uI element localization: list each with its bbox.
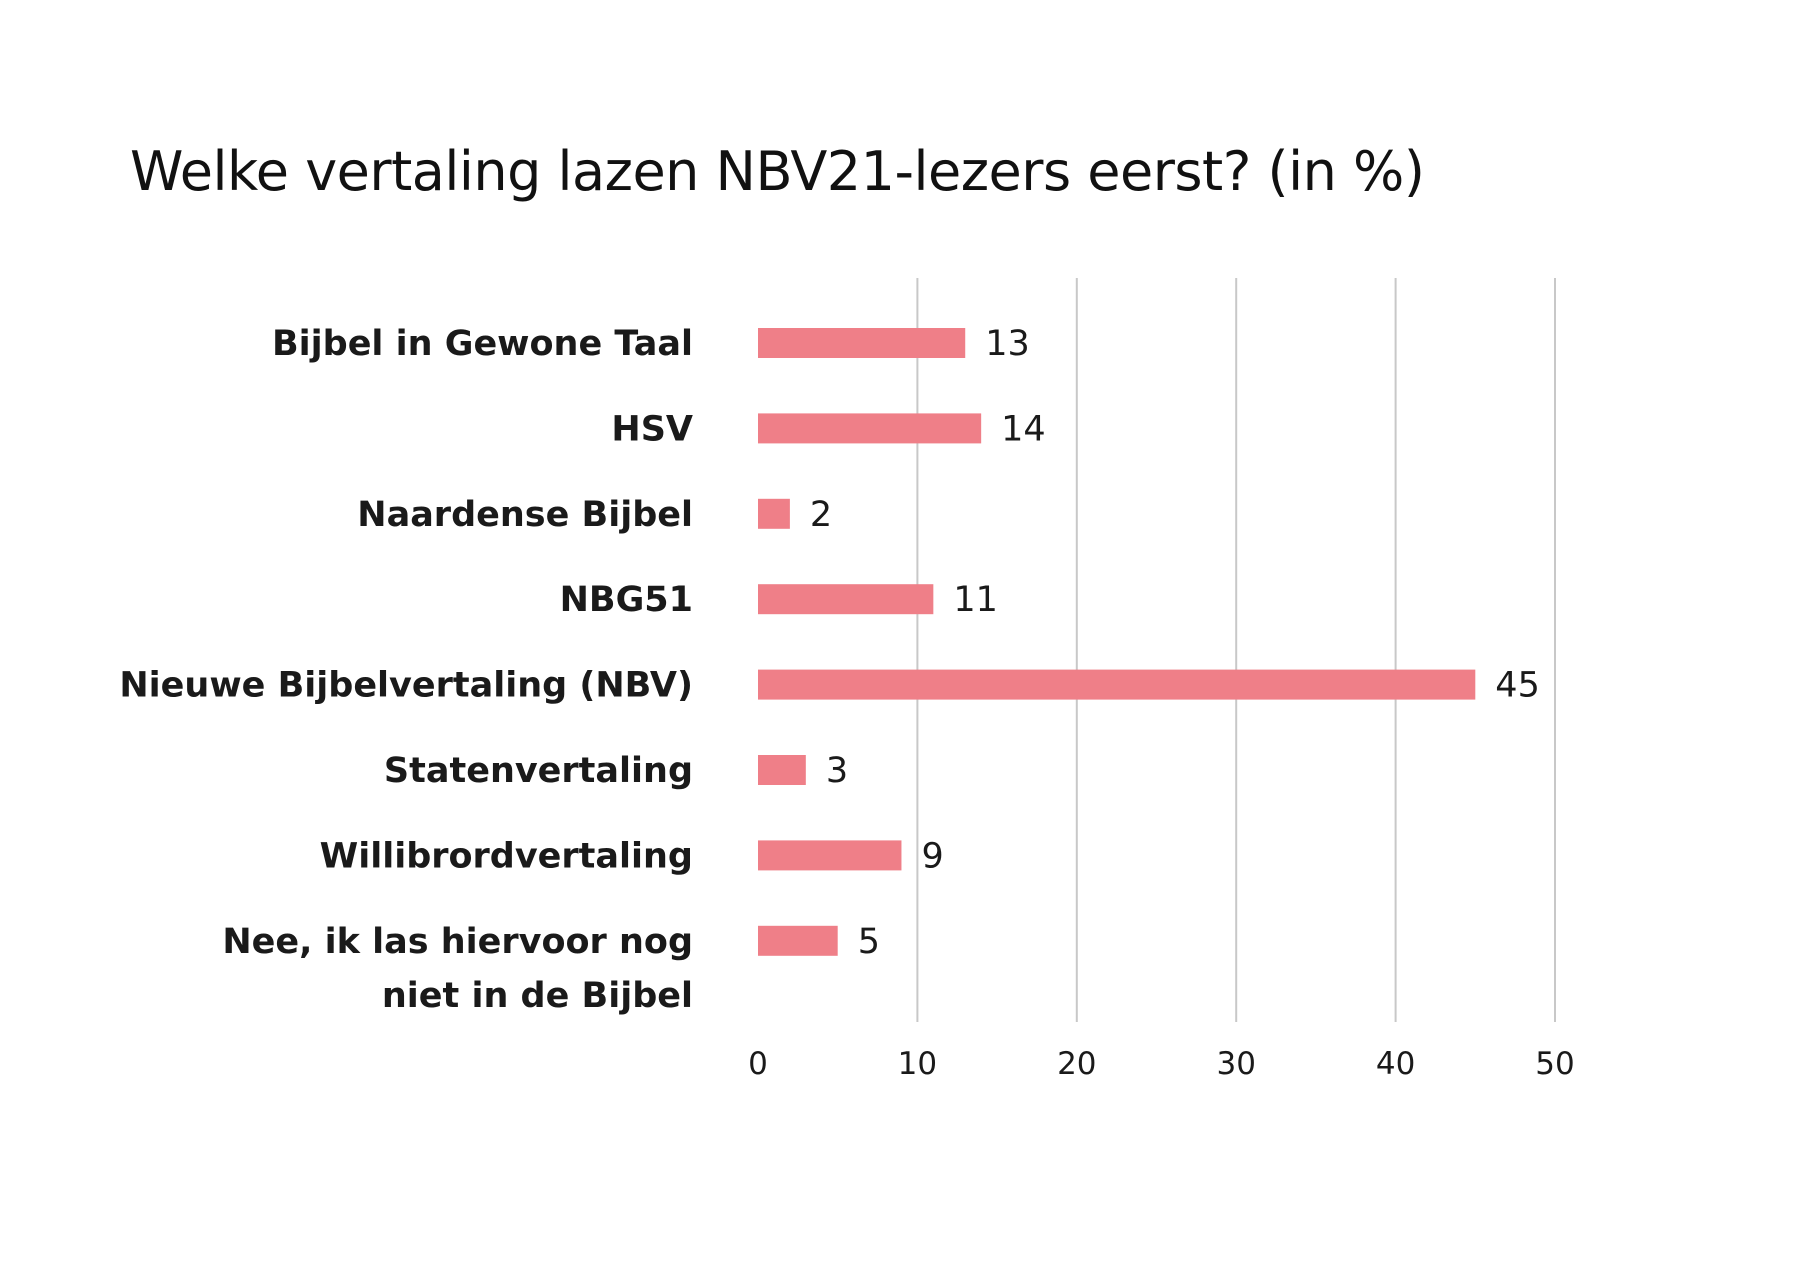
category-label-line: Naardense Bijbel: [357, 495, 693, 535]
category-label-line: Bijbel in Gewone Taal: [272, 324, 693, 364]
grid-lines: [916, 278, 1556, 1022]
x-tick-label: 50: [1535, 1046, 1574, 1082]
category-label: HSV: [611, 409, 693, 449]
category-label: Naardense Bijbel: [357, 495, 693, 535]
x-axis-ticks: 0 10 20 30 40 50: [748, 1046, 1575, 1082]
category-label: Nee, ik las hiervoor nog niet in de Bijbe…: [222, 922, 693, 1016]
chart-title: Welke vertaling lazen NBV21-lezers eerst…: [130, 140, 1425, 203]
data-label: 5: [858, 922, 880, 962]
x-tick-label: 30: [1216, 1046, 1255, 1082]
data-label: 45: [1495, 666, 1540, 706]
category-label: Bijbel in Gewone Taal: [272, 324, 693, 364]
data-label: 13: [985, 324, 1030, 364]
bars: [758, 328, 1476, 956]
category-label-line: Nieuwe Bijbelvertaling (NBV): [119, 666, 693, 706]
data-label: 14: [1001, 409, 1046, 449]
bar: [758, 840, 902, 871]
value-labels: 13 14 2 11 45 3 9 5: [810, 324, 1540, 962]
category-label-line: niet in de Bijbel: [382, 976, 693, 1016]
category-labels: Bijbel in Gewone Taal HSV Naardense Bijbel…: [119, 324, 693, 1016]
x-tick-label: 10: [898, 1046, 937, 1082]
category-label: Statenvertaling: [384, 751, 693, 791]
bar: [758, 755, 806, 785]
data-label: 2: [810, 495, 832, 535]
data-label: 9: [921, 836, 943, 876]
bar: [758, 498, 790, 529]
x-tick-label: 0: [748, 1046, 768, 1082]
category-label-line: Willibrordvertaling: [320, 836, 693, 876]
bar: [758, 413, 982, 444]
data-label: 11: [953, 580, 998, 620]
category-label: Nieuwe Bijbelvertaling (NBV): [119, 666, 693, 706]
category-label-line: NBG51: [560, 580, 693, 620]
category-label: NBG51: [560, 580, 693, 620]
category-label: Willibrordvertaling: [320, 836, 693, 876]
bar: [758, 669, 1476, 700]
category-label-line: HSV: [611, 409, 693, 449]
data-label: 3: [826, 751, 848, 791]
category-label-line: Statenvertaling: [384, 751, 693, 791]
x-tick-label: 20: [1057, 1046, 1096, 1082]
bar: [758, 925, 838, 956]
x-tick-label: 40: [1376, 1046, 1415, 1082]
category-label-line: Nee, ik las hiervoor nog: [222, 922, 693, 962]
bar: [758, 328, 966, 358]
bar: [758, 584, 934, 615]
